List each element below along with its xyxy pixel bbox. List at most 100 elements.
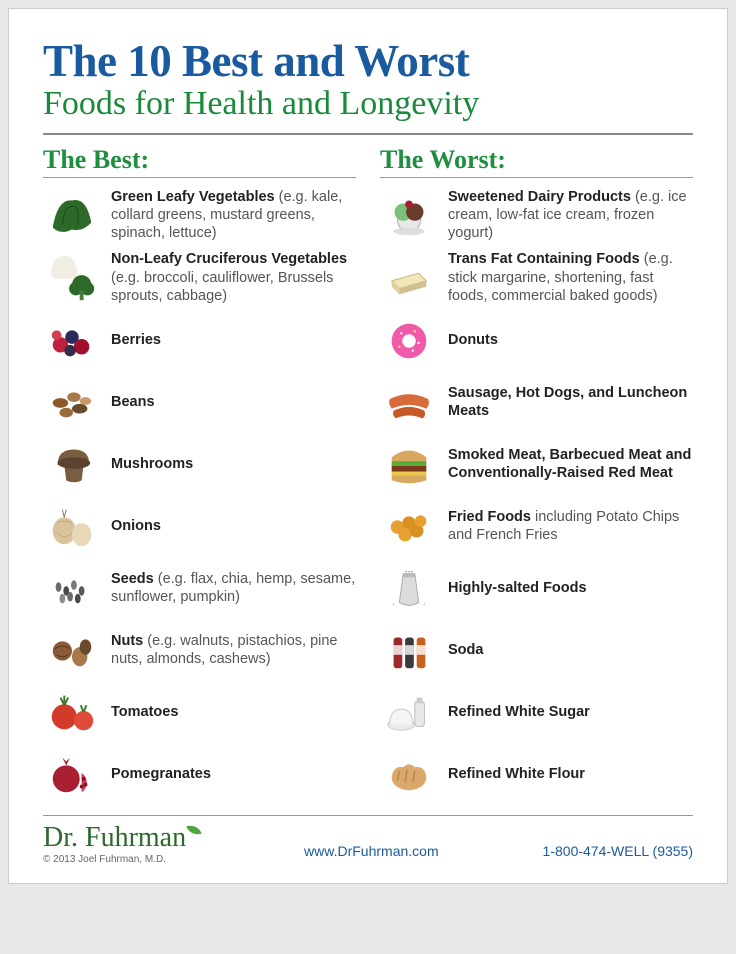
tomatoes-icon [43,686,101,738]
item-text: Refined White Flour [448,765,585,783]
list-item: Tomatoes [43,681,356,743]
footer-phone: 1-800-474-WELL (9355) [543,843,693,865]
list-item: Mushrooms [43,433,356,495]
salt-icon [380,562,438,614]
seeds-icon [43,562,101,614]
title-line-2: Foods for Health and Longevity [43,85,693,123]
title-line-1: The 10 Best and Worst [43,35,693,87]
item-text: Seeds (e.g. flax, chia, hemp, sesame, su… [111,570,356,606]
kale-icon [43,189,101,241]
footer-url: www.DrFuhrman.com [304,843,439,865]
worst-column: The Worst: Sweetened Dairy Products (e.g… [380,139,693,805]
item-sub: (e.g. walnuts, pistachios, pine nuts, al… [111,633,337,667]
best-list: Green Leafy Vegetables (e.g. kale, colla… [43,184,356,805]
item-name: Green Leafy Vegetables [111,189,275,205]
item-text: Donuts [448,331,498,349]
item-name: Pomegranates [111,766,211,782]
margarine-icon [380,252,438,304]
burger-icon [380,438,438,490]
item-name: Soda [448,642,483,658]
onions-icon [43,500,101,552]
item-name: Onions [111,518,161,534]
fried-icon [380,500,438,552]
item-text: Green Leafy Vegetables (e.g. kale, colla… [111,188,356,242]
best-column: The Best: Green Leafy Vegetables (e.g. k… [43,139,356,805]
list-item: Soda [380,619,693,681]
item-name: Sausage, Hot Dogs, and Luncheon Meats [448,385,687,419]
list-item: Green Leafy Vegetables (e.g. kale, colla… [43,184,356,246]
worst-heading: The Worst: [380,145,693,175]
item-name: Sweetened Dairy Products [448,189,631,205]
item-text: Highly-salted Foods [448,579,587,597]
footer: Dr. Fuhrman © 2013 Joel Fuhrman, M.D. ww… [43,815,693,865]
pomegranates-icon [43,748,101,800]
beans-icon [43,376,101,428]
sugar-icon [380,686,438,738]
list-item: Trans Fat Containing Foods (e.g. stick m… [380,246,693,308]
item-name: Highly-salted Foods [448,580,587,596]
list-item: Refined White Flour [380,743,693,805]
list-item: Nuts (e.g. walnuts, pistachios, pine nut… [43,619,356,681]
item-text: Fried Foods including Potato Chips and F… [448,508,693,544]
item-name: Beans [111,394,155,410]
item-text: Tomatoes [111,703,178,721]
item-name: Smoked Meat, Barbecued Meat and Conventi… [448,447,691,481]
item-text: Smoked Meat, Barbecued Meat and Conventi… [448,446,693,482]
item-name: Fried Foods [448,509,531,525]
item-text: Non-Leafy Cruciferous Vegetables (e.g. b… [111,250,356,304]
item-name: Nuts [111,633,143,649]
list-item: Sausage, Hot Dogs, and Luncheon Meats [380,371,693,433]
mushrooms-icon [43,438,101,490]
item-sub: (e.g. broccoli, cauliflower, Brussels sp… [111,270,333,304]
list-item: Refined White Sugar [380,681,693,743]
list-item: Smoked Meat, Barbecued Meat and Conventi… [380,433,693,495]
soda-icon [380,624,438,676]
item-text: Onions [111,517,161,535]
item-text: Trans Fat Containing Foods (e.g. stick m… [448,250,693,304]
title-block: The 10 Best and Worst Foods for Health a… [43,35,693,123]
sausage-icon [380,376,438,428]
list-item: Onions [43,495,356,557]
copyright: © 2013 Joel Fuhrman, M.D. [43,854,200,865]
item-text: Mushrooms [111,455,193,473]
donut-icon [380,314,438,366]
divider-top [43,133,693,135]
worst-list: Sweetened Dairy Products (e.g. ice cream… [380,184,693,805]
best-divider [43,177,356,178]
berries-icon [43,314,101,366]
item-text: Beans [111,393,155,411]
item-name: Tomatoes [111,704,178,720]
item-name: Mushrooms [111,456,193,472]
worst-divider [380,177,693,178]
list-item: Seeds (e.g. flax, chia, hemp, sesame, su… [43,557,356,619]
item-name: Non-Leafy Cruciferous Vegetables [111,251,347,267]
broccoli-cauliflower-icon [43,252,101,304]
item-name: Donuts [448,332,498,348]
ice-cream-icon [380,189,438,241]
list-item: Non-Leafy Cruciferous Vegetables (e.g. b… [43,246,356,308]
brand-logo: Dr. Fuhrman [43,824,200,852]
item-text: Berries [111,331,161,349]
list-item: Berries [43,309,356,371]
list-item: Pomegranates [43,743,356,805]
item-name: Refined White Sugar [448,704,590,720]
nuts-icon [43,624,101,676]
list-item: Sweetened Dairy Products (e.g. ice cream… [380,184,693,246]
list-item: Beans [43,371,356,433]
brand-block: Dr. Fuhrman © 2013 Joel Fuhrman, M.D. [43,824,200,865]
best-heading: The Best: [43,145,356,175]
infographic-page: The 10 Best and Worst Foods for Health a… [8,8,728,884]
item-name: Berries [111,332,161,348]
item-text: Sweetened Dairy Products (e.g. ice cream… [448,188,693,242]
leaf-icon [186,822,201,837]
list-item: Fried Foods including Potato Chips and F… [380,495,693,557]
item-text: Soda [448,641,483,659]
columns: The Best: Green Leafy Vegetables (e.g. k… [43,139,693,805]
list-item: Highly-salted Foods [380,557,693,619]
item-name: Refined White Flour [448,766,585,782]
item-name: Seeds [111,571,154,587]
item-text: Sausage, Hot Dogs, and Luncheon Meats [448,384,693,420]
item-text: Nuts (e.g. walnuts, pistachios, pine nut… [111,632,356,668]
item-text: Pomegranates [111,765,211,783]
list-item: Donuts [380,309,693,371]
